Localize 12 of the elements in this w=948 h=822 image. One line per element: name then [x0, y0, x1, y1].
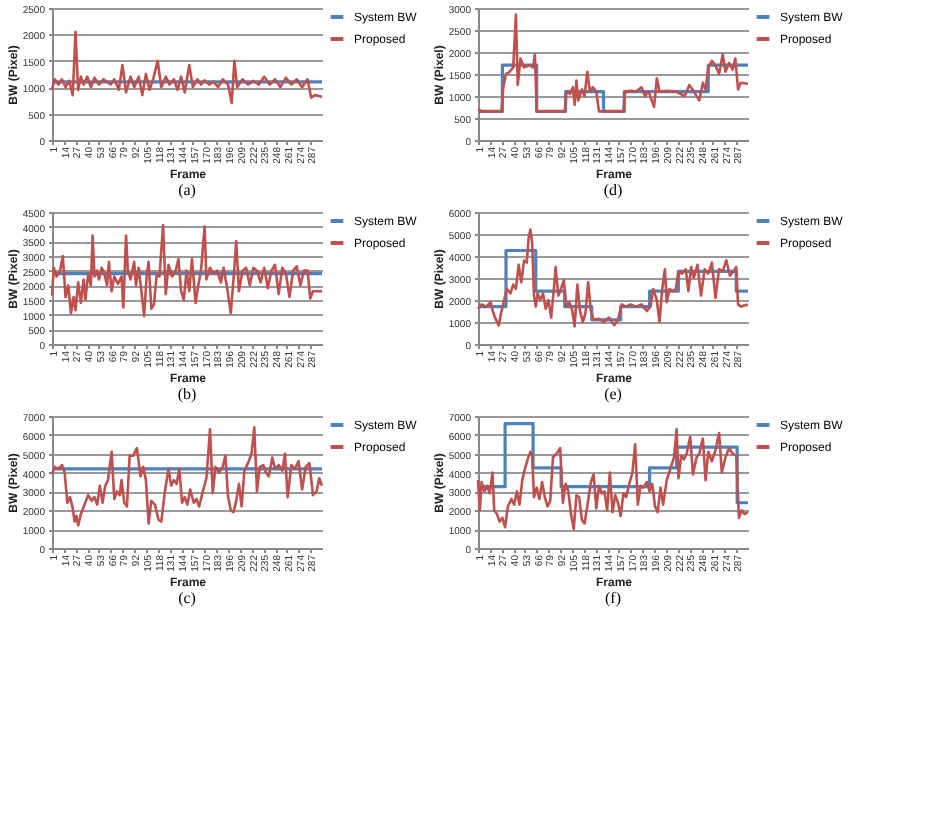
line-series: [476, 427, 750, 531]
text: (d): [603, 180, 623, 199]
text: (f): [605, 588, 622, 607]
line-series: [50, 30, 324, 105]
line-series: [50, 426, 324, 527]
line-series: [50, 223, 324, 318]
text: (b): [177, 384, 197, 403]
line-series: [476, 228, 750, 328]
text: (a): [178, 180, 197, 199]
line-series: [476, 13, 750, 113]
text: (e): [604, 384, 623, 403]
text: (c): [178, 588, 197, 607]
